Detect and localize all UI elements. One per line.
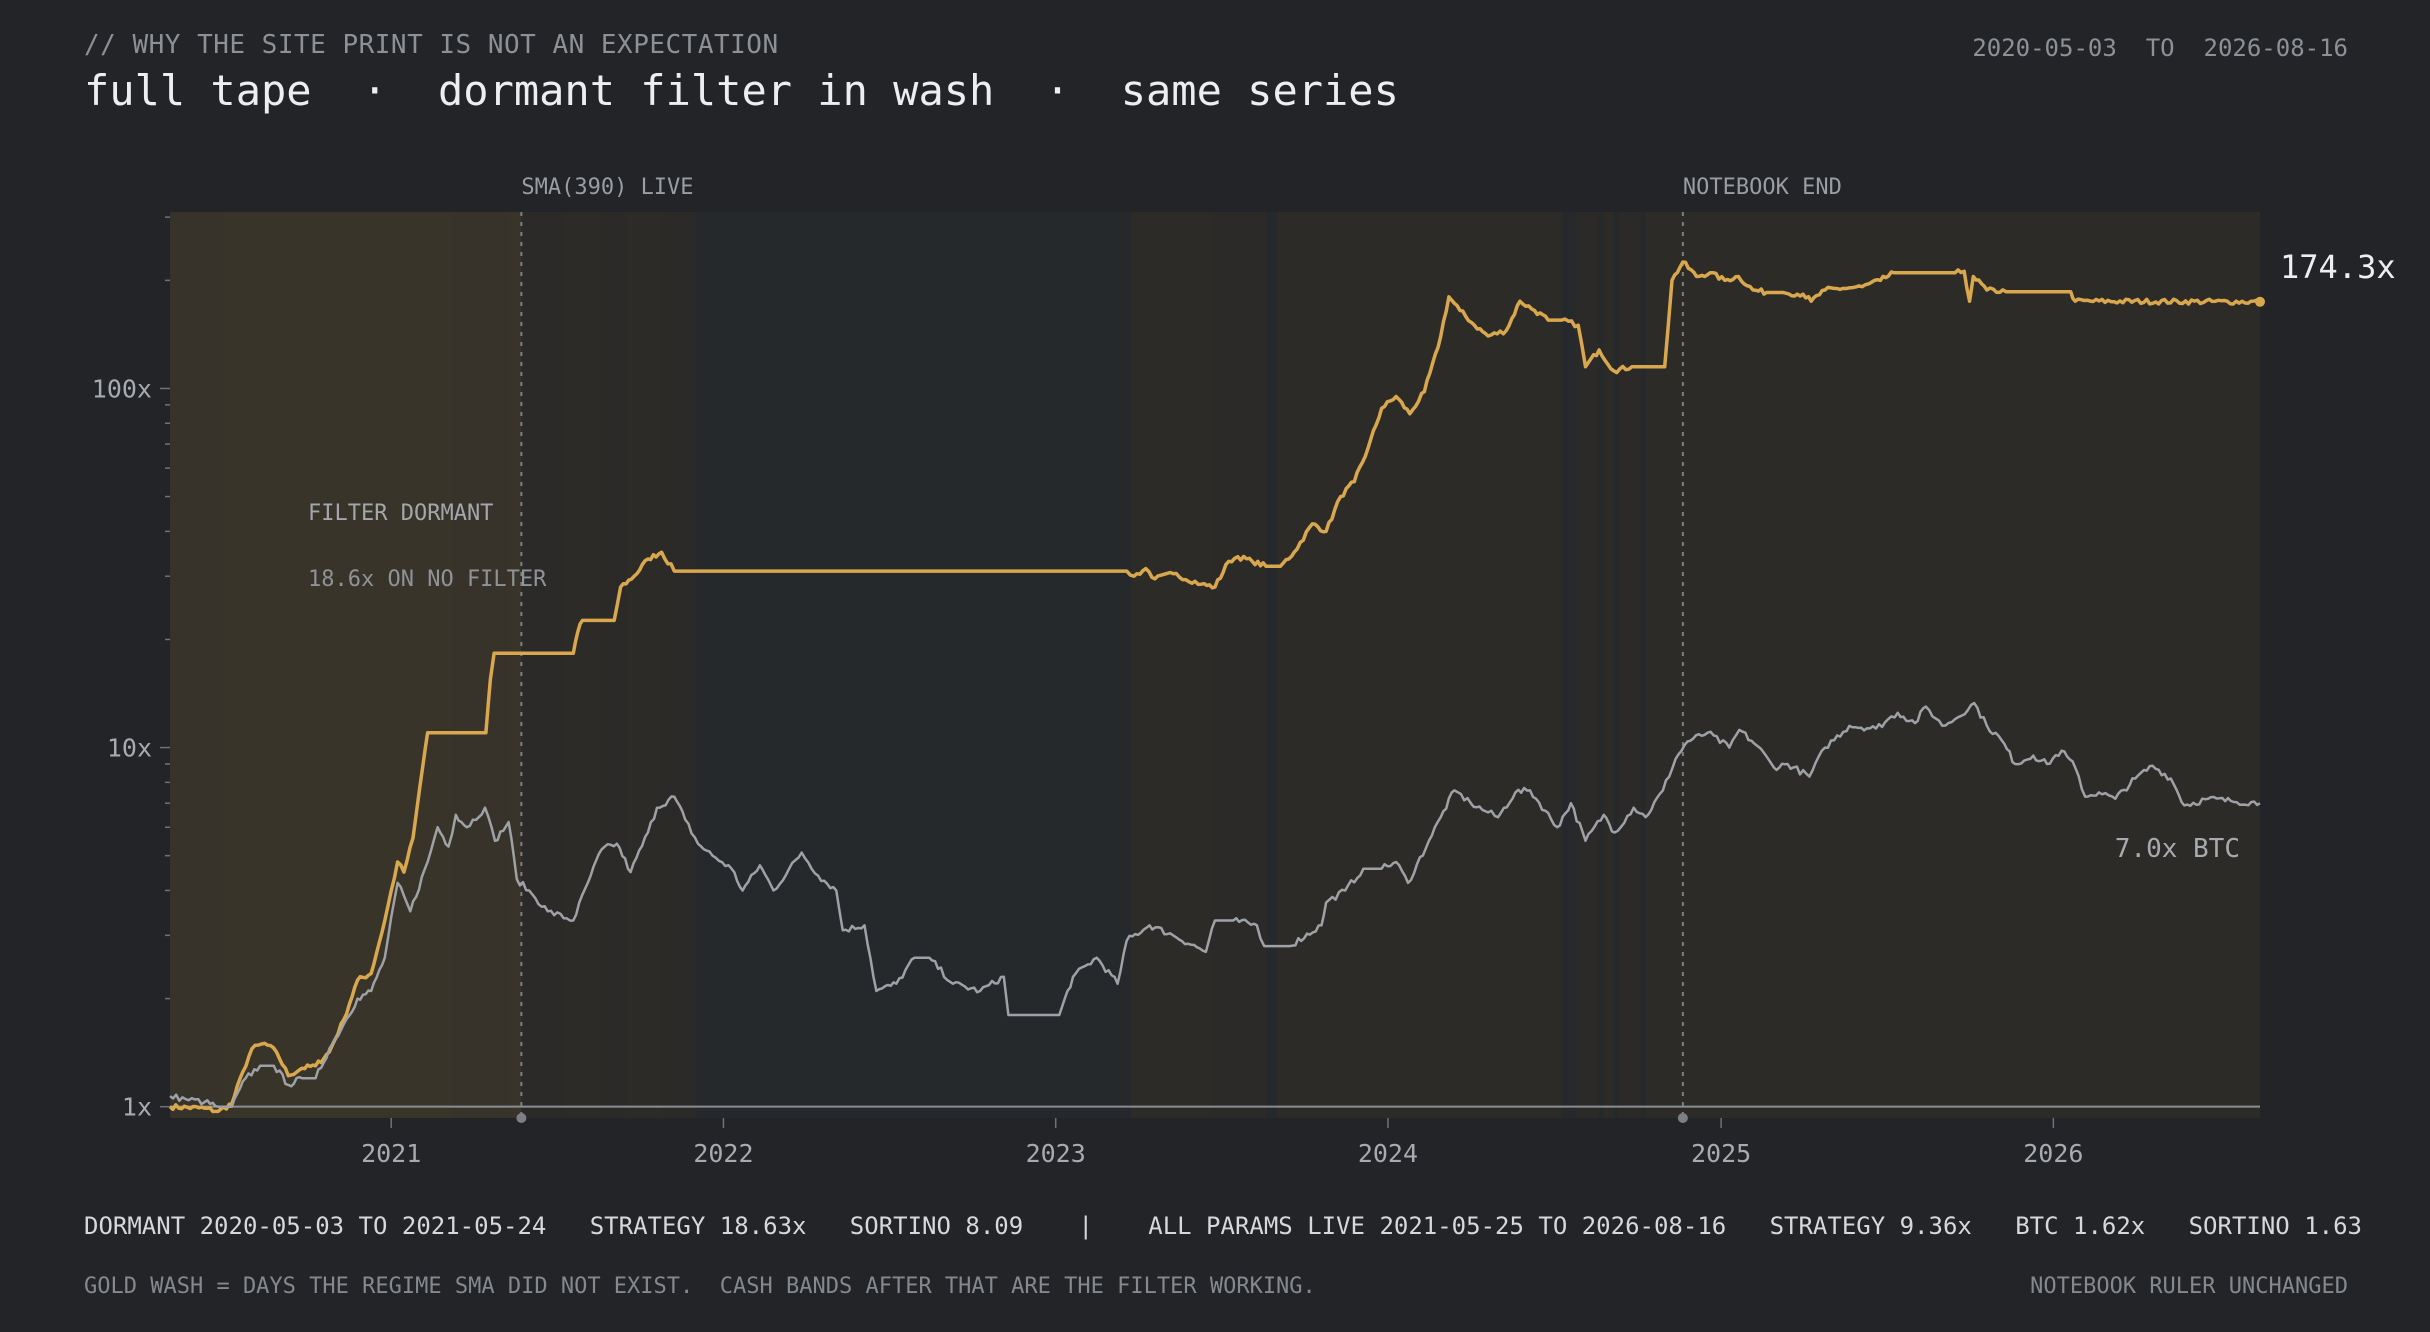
date-range: 2020-05-03 TO 2026-08-16	[1972, 34, 2348, 62]
chart-labels: FILTER DORMANT 18.6x ON NO FILTER 174.3x 7.…	[308, 248, 2396, 864]
footer-ruler-note: NOTEBOOK RULER UNCHANGED	[2030, 1274, 2348, 1299]
x-tick-label: 2026	[2023, 1139, 2083, 1168]
filter-dormant-label: FILTER DORMANT	[308, 501, 493, 526]
exposure-band	[521, 212, 565, 1118]
equity-chart: 1x 10x 100x 2021 2022 2023 2024 2025 2026 SMA(39…	[92, 175, 2396, 1168]
x-tick-label: 2025	[1691, 1139, 1751, 1168]
x-tick-label: 2023	[1026, 1139, 1086, 1168]
strategy-end-dot	[2255, 296, 2265, 307]
stats-divider: |	[1078, 1212, 1093, 1240]
exposure-band	[1575, 212, 1600, 1118]
stats-live: ALL PARAMS LIVE 2021-05-25 TO 2026-08-16…	[1148, 1212, 2362, 1240]
btc-line	[169, 701, 2261, 1108]
footer-note: GOLD WASH = DAYS THE REGIME SMA DID NOT …	[84, 1274, 1316, 1299]
x-tick-label: 2024	[1358, 1139, 1418, 1168]
exposure-bands	[170, 212, 2260, 1118]
event-marker-label: SMA(390) LIVE	[521, 175, 693, 200]
chart-title: full tape · dormant filter in wash · sam…	[84, 66, 1399, 115]
exposure-band	[508, 212, 522, 1118]
exposure-band	[1618, 212, 1642, 1118]
chart-kicker: // WHY THE SITE PRINT IS NOT AN EXPECTAT…	[84, 30, 779, 60]
exposure-band	[223, 212, 454, 1118]
dormant-wash	[170, 212, 522, 1118]
stats-dormant: DORMANT 2020-05-03 TO 2021-05-24 STRATEG…	[84, 1212, 1024, 1240]
btc-end-label: 7.0x BTC	[2115, 834, 2240, 864]
no-filter-label: 18.6x ON NO FILTER	[308, 567, 547, 592]
y-tick-label: 10x	[107, 734, 152, 763]
x-tick-label: 2021	[361, 1139, 421, 1168]
exposure-band	[1131, 212, 1211, 1118]
strategy-line	[168, 260, 2261, 1114]
strategy-end-label: 174.3x	[2280, 248, 2396, 286]
event-marker-dot	[1677, 1113, 1688, 1123]
exposure-band	[601, 212, 626, 1118]
exposure-band	[1603, 212, 1614, 1118]
series-lines	[168, 260, 2265, 1114]
exposure-band	[453, 212, 509, 1118]
exposure-band	[170, 212, 224, 1118]
exposure-band	[564, 212, 602, 1118]
event-markers: SMA(390) LIVE NOTEBOOK END	[516, 175, 1842, 1123]
y-tick-label: 1x	[122, 1093, 152, 1122]
x-tick-label: 2022	[693, 1139, 753, 1168]
event-marker-label: NOTEBOOK END	[1683, 175, 1842, 200]
exposure-band	[1276, 212, 1562, 1118]
stats-row: DORMANT 2020-05-03 TO 2021-05-24 STRATEG…	[84, 1212, 2362, 1240]
exposure-band	[1645, 212, 2260, 1118]
y-tick-label: 100x	[92, 374, 152, 403]
axes: 1x 10x 100x 2021 2022 2023 2024 2025 2026	[92, 216, 2260, 1168]
exposure-band	[625, 212, 662, 1118]
exposure-band	[1210, 212, 1266, 1118]
event-marker-dot	[516, 1113, 527, 1123]
exposure-band	[661, 212, 696, 1118]
